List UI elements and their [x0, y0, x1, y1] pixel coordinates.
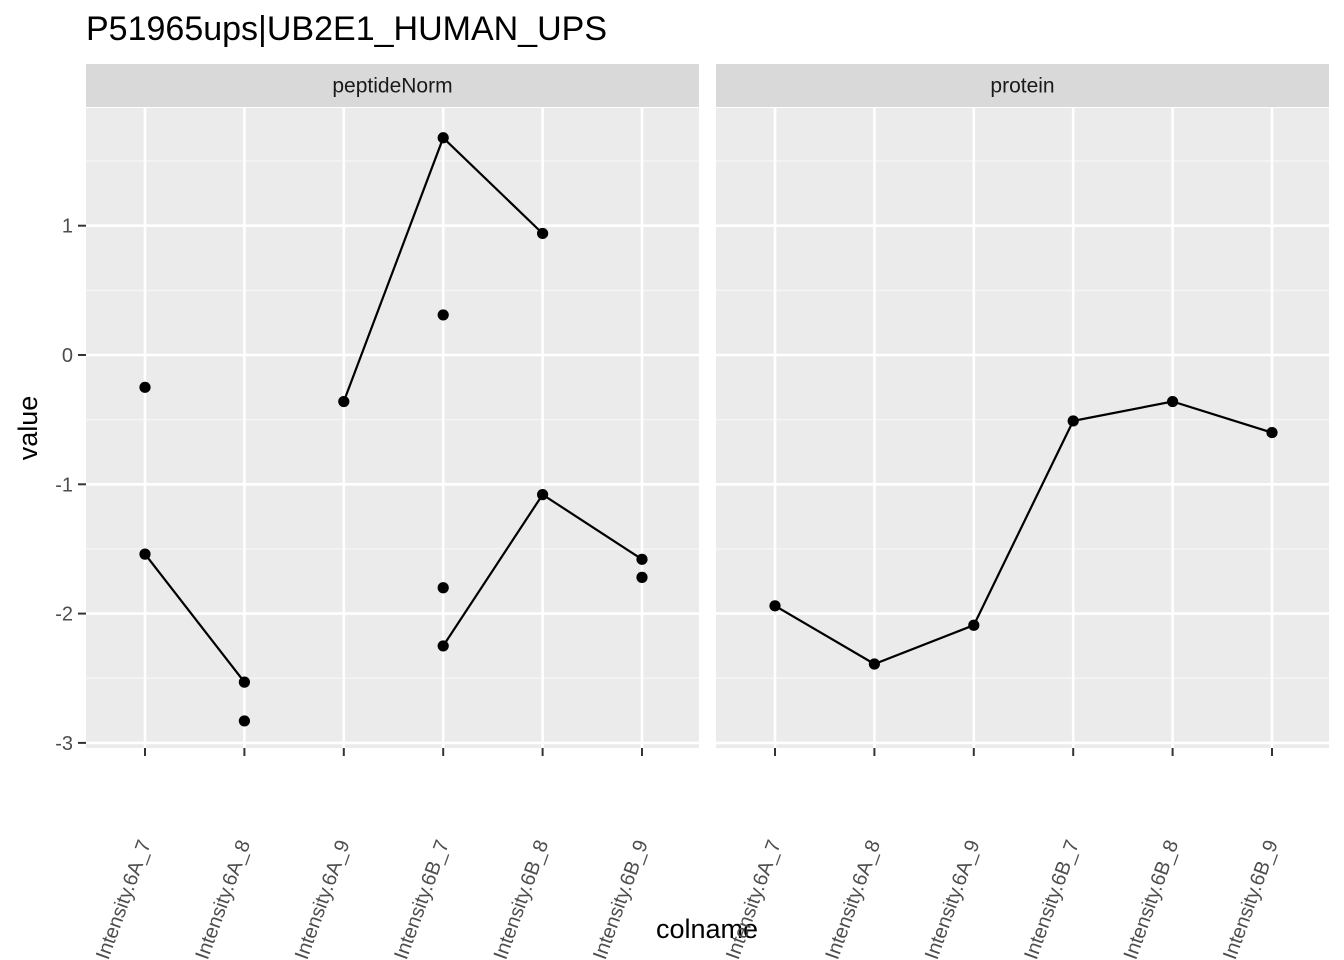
data-point: [537, 227, 549, 240]
data-point: [238, 676, 250, 688]
y-tick-label: 1: [62, 216, 73, 238]
facet-panels: peptideNorm Intensity.6A_7 Intensity.6A_8 I…: [55, 64, 1329, 960]
data-point: [968, 619, 980, 631]
panel-background: [86, 108, 699, 748]
y-tick-label: -1: [55, 474, 73, 496]
x-tick-label: Intensity.6B_7: [390, 837, 454, 960]
y-tick-label: -3: [55, 733, 73, 755]
series-line: [144, 553, 246, 683]
x-tick-label: Intensity.6A_7: [92, 837, 156, 960]
data-point: [636, 553, 648, 565]
facet-strip-label: protein: [990, 75, 1054, 98]
facet-strip: [86, 64, 699, 107]
x-tick-label: Intensity.6B_9: [589, 837, 653, 960]
series-line: [774, 400, 1273, 666]
data-point: [437, 132, 449, 144]
chart-title: P51965ups|UB2E1_HUMAN_UPS: [86, 10, 607, 48]
data-point: [537, 489, 549, 501]
data-point: [437, 582, 449, 594]
data-point: [1167, 395, 1179, 408]
data-point: [868, 658, 881, 670]
x-tick-label: Intensity.6B_8: [490, 837, 554, 960]
data-point: [636, 571, 648, 583]
y-tick-label: -2: [55, 604, 73, 626]
panel-background: [716, 108, 1329, 748]
data-point: [437, 309, 449, 321]
x-tick-label: Intensity.6B_8: [1120, 837, 1184, 960]
x-tick-label: Intensity.6B_9: [1219, 837, 1283, 960]
facet-strip: [716, 64, 1329, 107]
x-axis-title: colname: [656, 914, 758, 944]
y-axis-title: value: [13, 396, 43, 461]
data-point: [769, 600, 781, 612]
x-tick-label: Intensity.6A_8: [822, 837, 886, 960]
data-point: [1266, 426, 1278, 439]
y-tick-label: 0: [62, 345, 73, 367]
x-tick-label: Intensity.6B_7: [1020, 837, 1084, 960]
data-point: [139, 381, 151, 393]
x-tick-label: Intensity.6A_9: [921, 837, 985, 960]
facet-peptideNorm: peptideNorm Intensity.6A_7 Intensity.6A_8 I…: [55, 64, 699, 960]
x-tick-label: Intensity.6A_9: [291, 837, 355, 960]
x-tick-label: Intensity.6A_8: [192, 837, 256, 960]
facet-strip-label: peptideNorm: [332, 75, 452, 98]
data-point: [338, 395, 350, 408]
data-point: [1067, 415, 1079, 427]
data-point: [139, 548, 151, 560]
data-point: [437, 640, 449, 652]
data-point: [238, 715, 250, 727]
